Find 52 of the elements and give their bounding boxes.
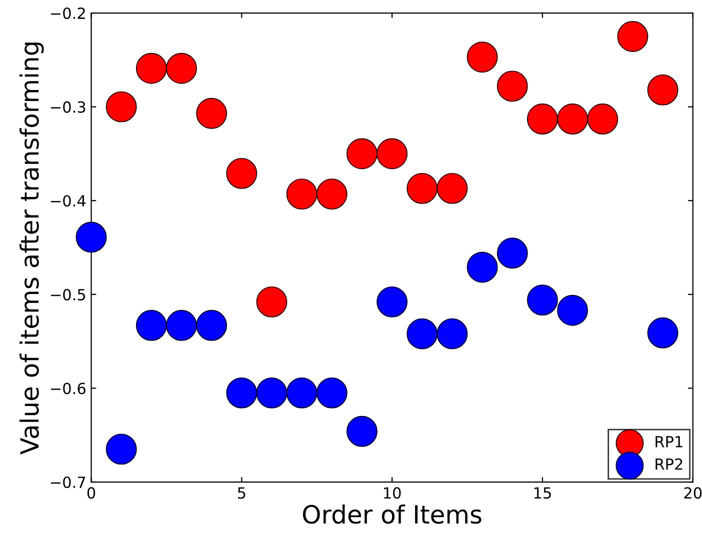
point — [196, 98, 228, 129]
point — [436, 172, 468, 204]
point — [557, 104, 588, 134]
legend-label: RP1 — [656, 436, 682, 448]
point — [406, 318, 438, 350]
point — [316, 178, 348, 210]
x-tick-label: 15 — [534, 487, 551, 499]
point — [587, 104, 618, 134]
y-tick-label: −0.4 — [50, 195, 86, 207]
y-tick-label: −0.2 — [50, 7, 85, 20]
point — [557, 294, 588, 326]
point — [647, 74, 678, 106]
point — [496, 70, 528, 102]
point — [376, 138, 408, 170]
point — [526, 104, 558, 134]
y-tick-label: −0.3 — [50, 101, 86, 113]
point — [256, 286, 288, 318]
point — [106, 91, 137, 122]
x-tick-label: 20 — [684, 487, 702, 499]
point — [406, 172, 438, 204]
point — [647, 317, 678, 348]
x-tick-label: 10 — [384, 487, 401, 499]
point — [136, 310, 167, 341]
legend-label: RP2 — [656, 458, 682, 470]
point — [526, 284, 558, 316]
point — [256, 377, 288, 408]
y-tick-label: −0.6 — [50, 382, 86, 394]
point — [496, 238, 528, 269]
point — [226, 377, 258, 408]
point — [226, 158, 258, 189]
point — [466, 42, 498, 73]
y-tick-label: −0.5 — [50, 288, 86, 300]
x-tick-label: 5 — [238, 487, 246, 499]
point — [346, 416, 378, 447]
point — [196, 310, 228, 341]
point — [286, 377, 318, 408]
point — [316, 377, 348, 408]
y-axis-title: Value of items after transforming — [20, 42, 44, 455]
point — [466, 252, 498, 283]
point — [617, 21, 648, 52]
x-tick-label: 0 — [87, 487, 96, 499]
point — [166, 52, 197, 84]
point — [166, 310, 197, 341]
point — [136, 52, 167, 84]
x-axis-title: Order of Items — [302, 504, 482, 524]
point — [376, 286, 408, 318]
point — [106, 434, 137, 465]
point — [76, 222, 107, 253]
point — [436, 318, 468, 350]
point — [286, 178, 318, 210]
y-tick-label: −0.7 — [50, 476, 86, 488]
point — [346, 138, 378, 170]
